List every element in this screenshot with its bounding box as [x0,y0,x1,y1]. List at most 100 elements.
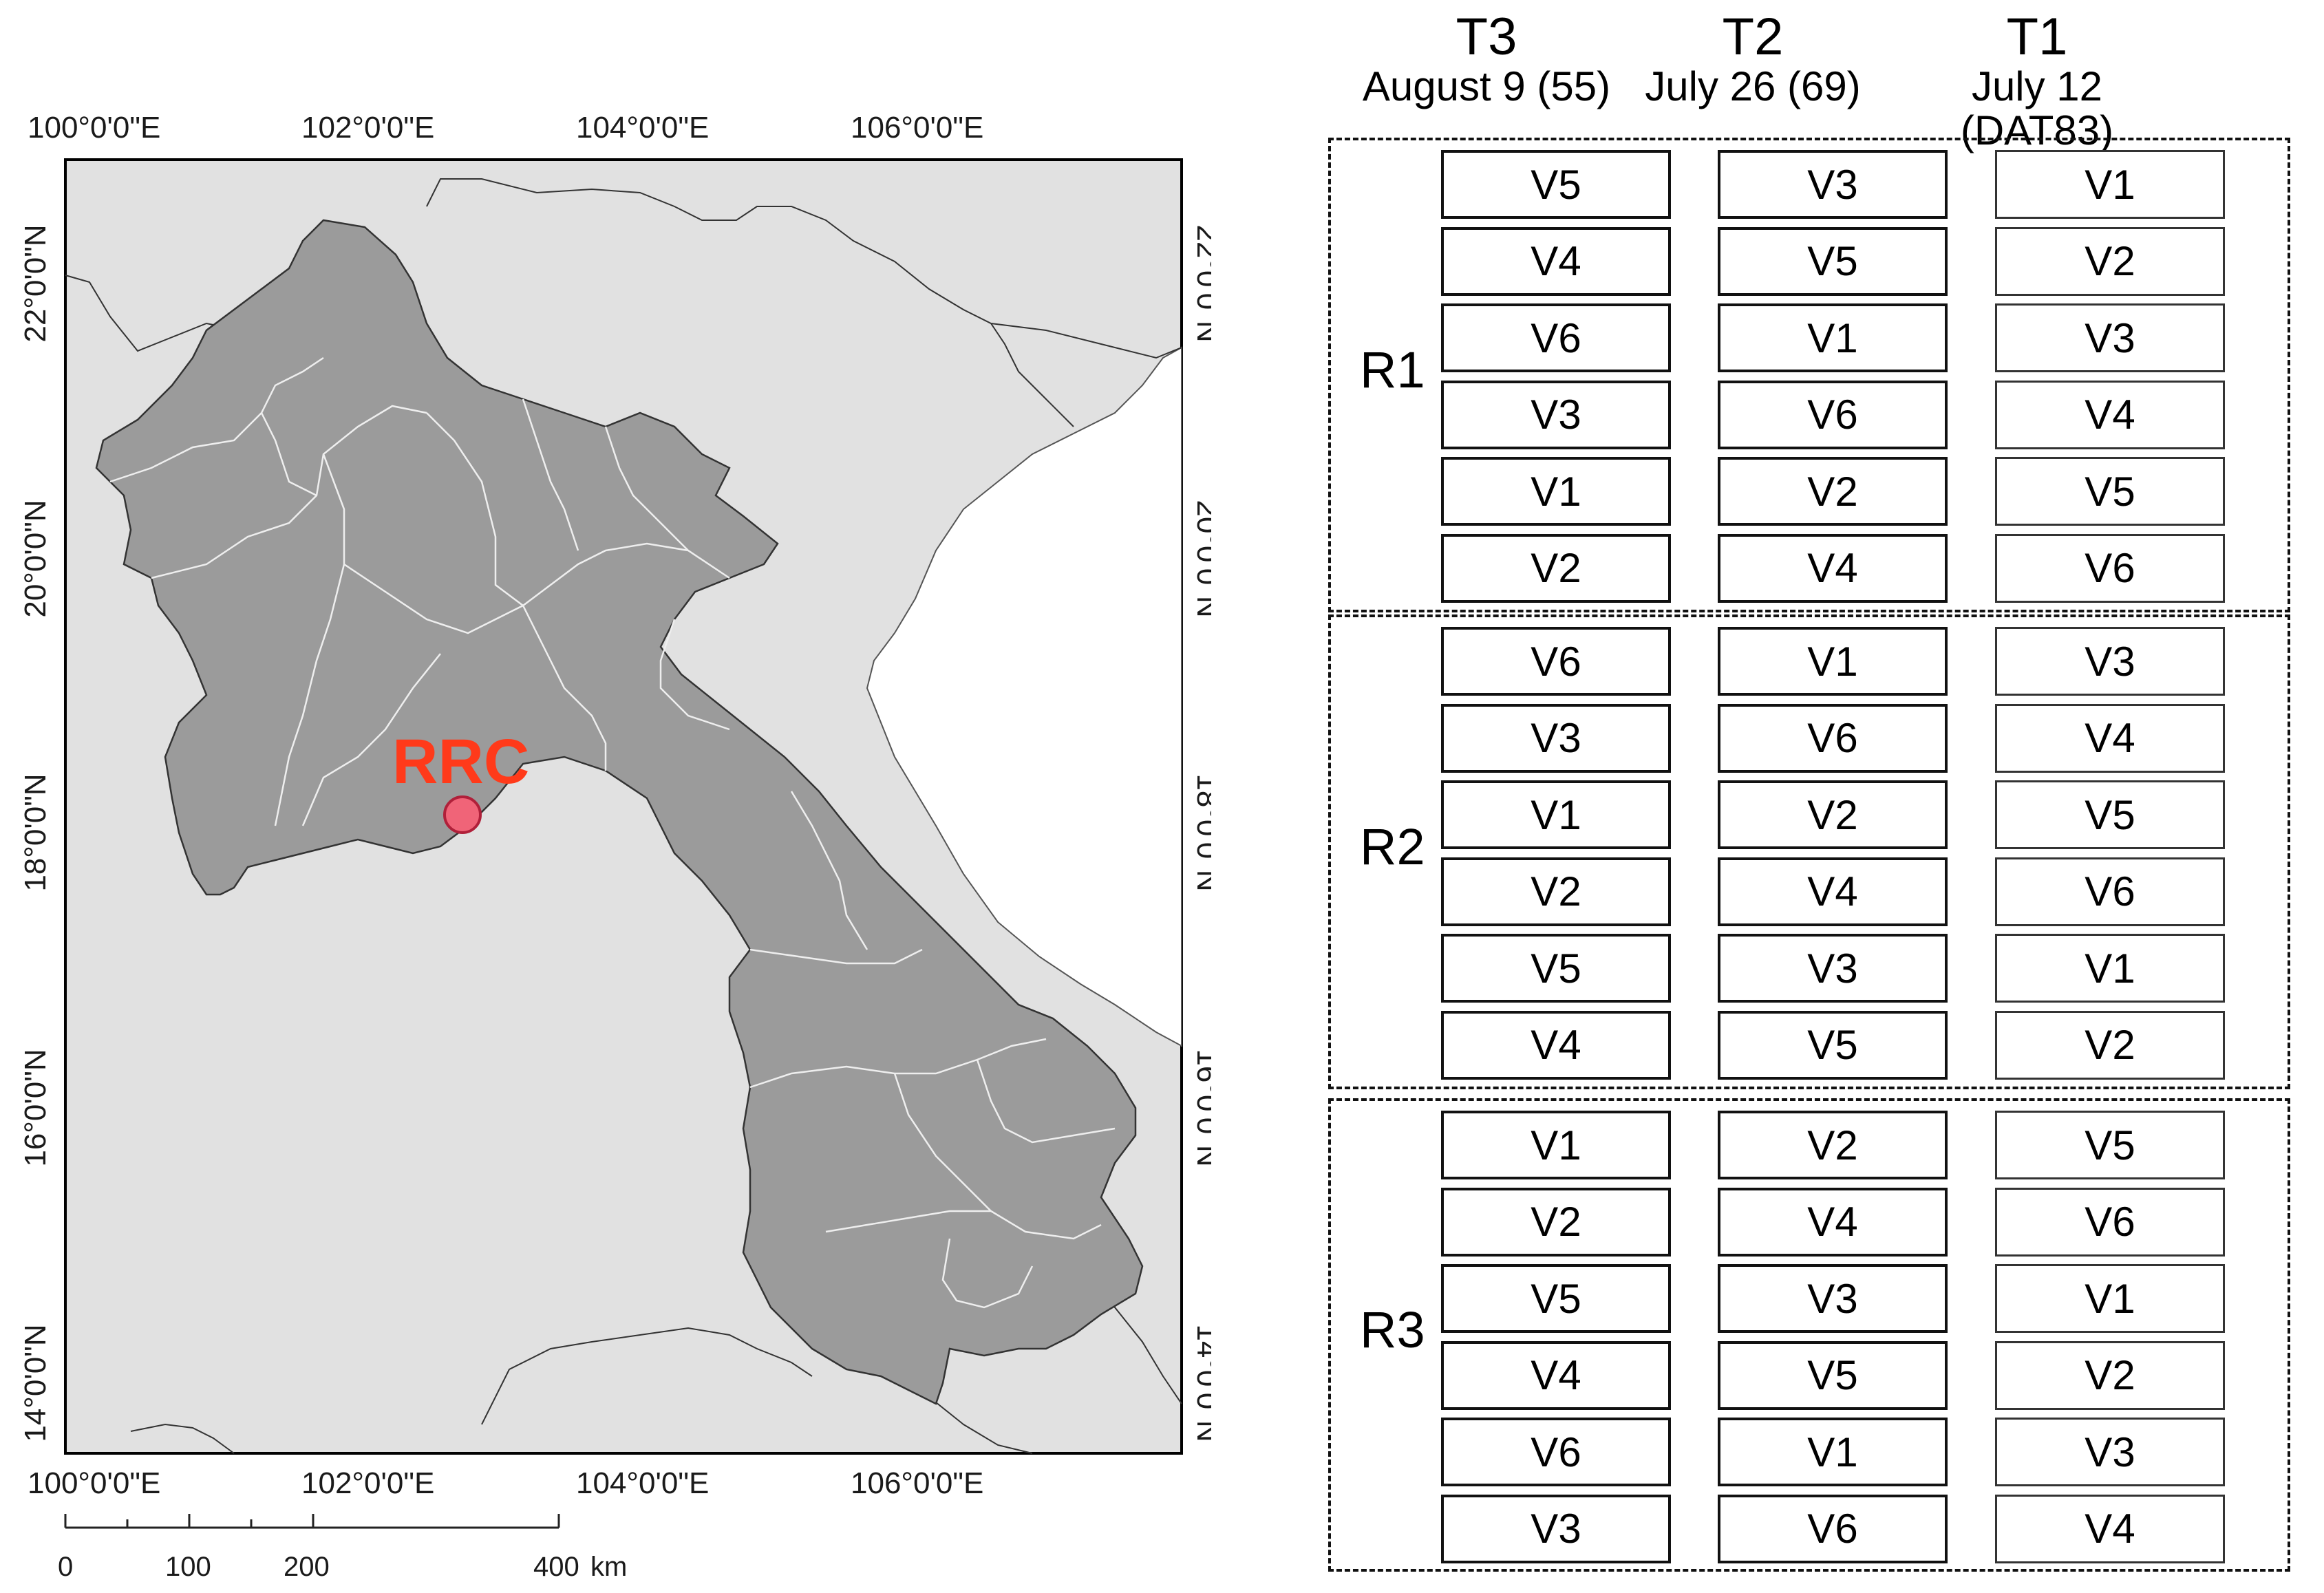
lon-label-bottom-106: 106°0'0"E [851,1466,983,1500]
lon-label-bottom-102: 102°0'0"E [301,1466,434,1500]
plot-r2-t1-1: V3 [1995,627,2225,696]
field-layout-panel: T3 August 9 (55) T2 July 26 (69) T1 July… [1308,0,2324,1593]
replication-box-r3 [1328,1098,2290,1572]
plot-r1-t3-2: V4 [1441,226,1671,296]
plot-r1-t1-5: V5 [1995,457,2225,526]
plot-r2-t1-3: V5 [1995,780,2225,849]
plot-r1-t3-1: V5 [1441,150,1671,219]
plot-r3-t3-5: V6 [1441,1418,1671,1486]
scale-tick-100: 100 [165,1552,211,1582]
column-date-t1: July 12 (DAT83) [1960,63,2114,153]
plot-r2-t3-4: V2 [1441,857,1671,926]
plot-r3-t2-1: V2 [1718,1111,1948,1179]
neighbour-borders [65,178,1182,1454]
plot-r2-t3-3: V1 [1441,780,1671,849]
plot-r3-t2-4: V5 [1718,1340,1948,1410]
plot-r3-t1-4: V2 [1995,1340,2225,1410]
plot-r1-t3-4: V3 [1441,380,1671,449]
plot-r1-t3-5: V1 [1441,457,1671,526]
replication-box-r2 [1328,614,2290,1089]
scale-unit: km [590,1552,627,1582]
plot-r3-t3-1: V1 [1441,1111,1671,1179]
plot-r3-t1-5: V3 [1995,1418,2225,1486]
column-title-t3: T3 [1456,8,1517,66]
replication-label-r2: R2 [1360,818,1425,875]
plot-r2-t1-5: V1 [1995,934,2225,1003]
column-date-t3: August 9 (55) [1362,63,1611,109]
plot-r2-t1-4: V6 [1995,857,2225,926]
column-date-t2: July 26 (69) [1645,63,1861,109]
lat-label-right-18: 18°0'0"N [1191,773,1211,891]
column-header-t2: T2 July 26 (69) [1608,10,1897,109]
plot-r2-t1-2: V4 [1995,703,2225,773]
lat-label-right-22: 22°0'0"N [1191,224,1211,342]
replication-label-r1: R1 [1360,341,1425,398]
plot-r1-t1-3: V3 [1995,303,2225,372]
plot-r3-t2-2: V4 [1718,1187,1948,1257]
plot-r3-t1-3: V1 [1995,1264,2225,1333]
plot-r1-t1-1: V1 [1995,150,2225,219]
scale-tick-200: 200 [284,1552,330,1582]
map-panel: RRC 100°0'0"E 102°0'0"E 104°0'0"E 106°0'… [19,111,1211,1582]
plot-r3-t2-6: V6 [1718,1494,1948,1563]
plot-r2-t3-1: V6 [1441,627,1671,696]
plot-r2-t3-6: V4 [1441,1010,1671,1080]
site-label-rrc: RRC [392,727,529,797]
column-title-t2: T2 [1722,8,1784,66]
lon-label-top-102: 102°0'0"E [301,111,434,145]
plot-r2-t2-4: V4 [1718,857,1948,926]
sea-area [866,346,1182,1047]
lon-label-top-100: 100°0'0"E [28,111,160,145]
plot-r1-t3-3: V6 [1441,303,1671,372]
scale-tick-0: 0 [58,1552,73,1582]
lat-label-left-16: 16°0'0"N [19,1049,52,1166]
plot-r2-t3-2: V3 [1441,703,1671,773]
replication-box-r1 [1328,138,2290,612]
plot-r2-t2-6: V5 [1718,1010,1948,1080]
lat-label-left-20: 20°0'0"N [19,500,52,617]
lon-label-bottom-104: 104°0'0"E [576,1466,709,1500]
lon-label-bottom-100: 100°0'0"E [28,1466,160,1500]
plot-r2-t2-3: V2 [1718,780,1948,849]
plot-r2-t1-6: V2 [1995,1010,2225,1080]
lat-label-right-20: 20°0'0"N [1191,500,1211,617]
replication-label-r3: R3 [1360,1301,1425,1358]
plot-r3-t1-2: V6 [1995,1187,2225,1257]
plot-r1-t1-6: V6 [1995,533,2225,603]
plot-r1-t2-1: V3 [1718,150,1948,219]
province-borders [109,356,1116,1309]
lon-label-top-106: 106°0'0"E [851,111,983,145]
lon-label-top-104: 104°0'0"E [576,111,709,145]
plot-r2-t2-2: V6 [1718,703,1948,773]
plot-r1-t2-3: V1 [1718,303,1948,372]
map-svg: RRC 100°0'0"E 102°0'0"E 104°0'0"E 106°0'… [19,111,1211,1582]
plot-r1-t2-5: V2 [1718,457,1948,526]
lat-label-left-22: 22°0'0"N [19,224,52,342]
column-header-t3: T3 August 9 (55) [1342,10,1631,109]
plot-r3-t3-3: V5 [1441,1264,1671,1333]
plot-r3-t2-5: V1 [1718,1418,1948,1486]
scale-bar [64,1514,560,1529]
scale-tick-400: 400 [533,1552,579,1582]
plot-r2-t2-1: V1 [1718,627,1948,696]
plot-r1-t1-2: V2 [1995,226,2225,296]
lat-label-right-16: 16°0'0"N [1191,1049,1211,1166]
country-laos [95,219,1144,1405]
lat-label-left-14: 14°0'0"N [19,1324,52,1442]
lat-label-right-14: 14°0'0"N [1191,1324,1211,1442]
plot-r3-t3-4: V4 [1441,1340,1671,1410]
plot-r1-t2-2: V5 [1718,226,1948,296]
lat-label-left-18: 18°0'0"N [19,773,52,891]
column-header-t1: T1 July 12 (DAT83) [1893,10,2182,153]
plot-r1-t2-4: V6 [1718,380,1948,449]
plot-r3-t3-6: V3 [1441,1494,1671,1563]
plot-r2-t2-5: V3 [1718,934,1948,1003]
plot-r3-t2-3: V3 [1718,1264,1948,1333]
plot-r1-t1-4: V4 [1995,380,2225,449]
plot-r3-t1-1: V5 [1995,1111,2225,1179]
plot-r3-t1-6: V4 [1995,1494,2225,1563]
plot-r1-t2-6: V4 [1718,533,1948,603]
plot-r2-t3-5: V5 [1441,934,1671,1003]
site-marker [443,795,482,834]
plot-r1-t3-6: V2 [1441,533,1671,603]
